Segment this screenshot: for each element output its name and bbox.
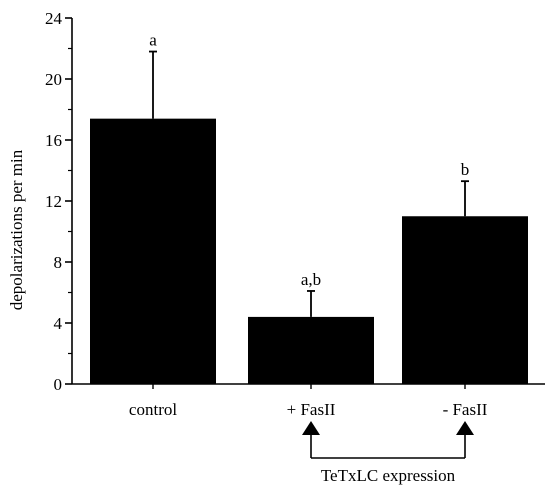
y-tick-label: 0 (54, 375, 63, 394)
y-axis-title: depolarizations per min (7, 149, 26, 310)
significance-label: b (461, 160, 470, 179)
y-tick-label: 24 (45, 9, 63, 28)
x-tick-label: - FasII (443, 400, 488, 419)
bar (248, 316, 374, 384)
bar (402, 216, 528, 384)
y-tick-label: 20 (45, 70, 62, 89)
bars (90, 118, 528, 385)
significance-label: a,b (301, 270, 321, 289)
bar (90, 118, 216, 385)
y-tick-label: 4 (54, 314, 63, 333)
y-tick-label: 8 (54, 253, 63, 272)
x-tick-label: + FasII (287, 400, 336, 419)
x-axis-labels: control + FasII - FasII (129, 384, 488, 419)
bracket-label: TeTxLC expression (321, 466, 456, 485)
y-tick-label: 12 (45, 192, 62, 211)
x-tick-label: control (129, 400, 177, 419)
significance-label: a (149, 31, 157, 50)
arrow-up-icon (302, 421, 320, 435)
significance-labels: a a,b b (149, 31, 469, 289)
tetxlc-bracket: TeTxLC expression (302, 421, 474, 485)
error-bars (149, 50, 469, 317)
y-tick-label: 16 (45, 131, 62, 150)
arrow-up-icon (456, 421, 474, 435)
